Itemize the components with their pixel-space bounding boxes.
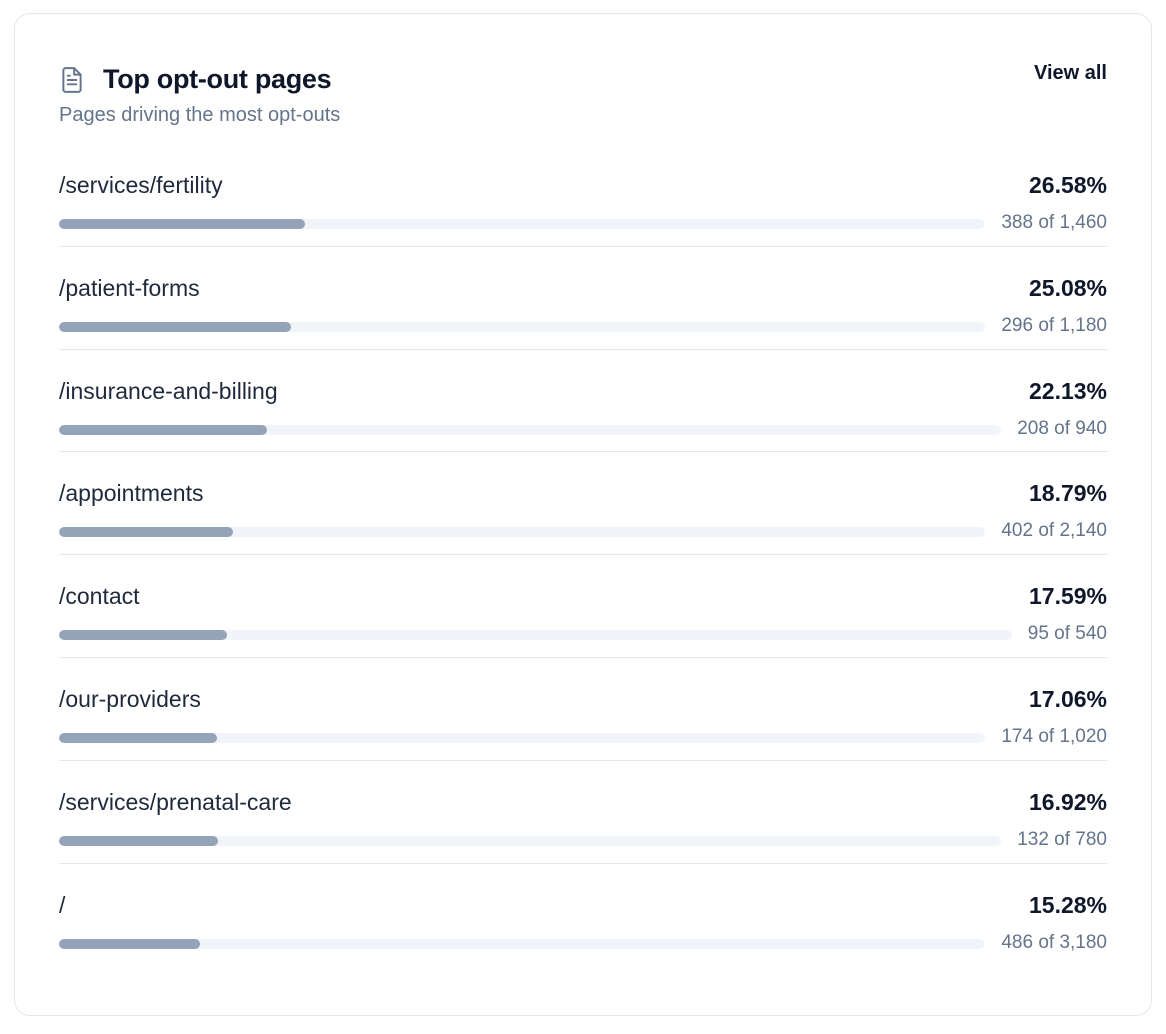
opt-out-percent: 25.08% [1028,274,1107,301]
document-icon [59,66,85,94]
progress-track [59,219,985,229]
card-header: Top opt-out pages Pages driving the most… [59,14,1107,144]
progress-fill [59,732,217,743]
top-opt-out-pages-card: Top opt-out pages Pages driving the most… [14,13,1152,1016]
list-item[interactable]: /insurance-and-billing 22.13% 208 of 940 [59,350,1107,453]
page-path: /contact [59,583,140,610]
progress-track [59,835,1001,846]
list-item[interactable]: / 15.28% 486 of 3,180 [59,864,1107,967]
title-row: Top opt-out pages [59,64,332,95]
list-item[interactable]: /our-providers 17.06% 174 of 1,020 [59,658,1107,761]
opt-out-count: 95 of 540 [1027,623,1107,645]
opt-out-count: 388 of 1,460 [1001,212,1107,233]
opt-out-percent: 22.13% [1028,377,1107,404]
page-path: /insurance-and-billing [59,377,278,404]
list-item[interactable]: /contact 17.59% 95 of 540 [59,555,1107,658]
opt-out-count: 296 of 1,180 [1001,314,1107,336]
pages-list: /services/fertility 26.58% 388 of 1,460/pa… [59,144,1107,966]
card-title: Top opt-out pages [103,64,332,94]
list-item[interactable]: /services/prenatal-care 16.92% 132 of 780 [59,761,1107,864]
opt-out-percent: 17.06% [1028,685,1107,712]
page-path: / [59,891,66,918]
progress-track [59,424,1001,435]
progress-fill [59,630,227,641]
progress-track [59,321,985,332]
view-all-button[interactable]: View all [1033,62,1107,84]
progress-fill [59,424,268,435]
opt-out-percent: 16.92% [1028,788,1107,815]
page-path: /appointments [59,480,204,507]
card-subtitle: Pages driving the most opt-outs [59,104,341,126]
page-path: /patient-forms [59,274,200,301]
progress-track [59,732,985,743]
page-path: /our-providers [59,685,201,712]
opt-out-count: 174 of 1,020 [1001,725,1107,747]
list-item[interactable]: /patient-forms 25.08% 296 of 1,180 [59,247,1107,350]
list-item[interactable]: /appointments 18.79% 402 of 2,140 [59,452,1107,556]
page-path: /services/prenatal-care [59,788,292,815]
list-item[interactable]: /services/fertility 26.58% 388 of 1,460 [59,144,1107,247]
progress-fill [59,835,219,846]
progress-track [59,630,1012,641]
opt-out-count: 402 of 2,140 [1001,520,1107,542]
progress-track [59,527,985,538]
progress-fill [59,321,292,332]
opt-out-percent: 26.58% [1028,172,1107,198]
progress-fill [59,938,201,949]
opt-out-percent: 17.59% [1028,583,1107,610]
opt-out-count: 486 of 3,180 [1001,931,1107,953]
page-path: /services/fertility [59,172,223,198]
opt-out-count: 208 of 940 [1017,417,1107,439]
opt-out-percent: 18.79% [1028,480,1107,507]
progress-fill [59,527,233,538]
progress-fill [59,219,306,229]
opt-out-percent: 15.28% [1028,891,1107,918]
opt-out-count: 132 of 780 [1017,828,1107,850]
progress-track [59,938,985,949]
